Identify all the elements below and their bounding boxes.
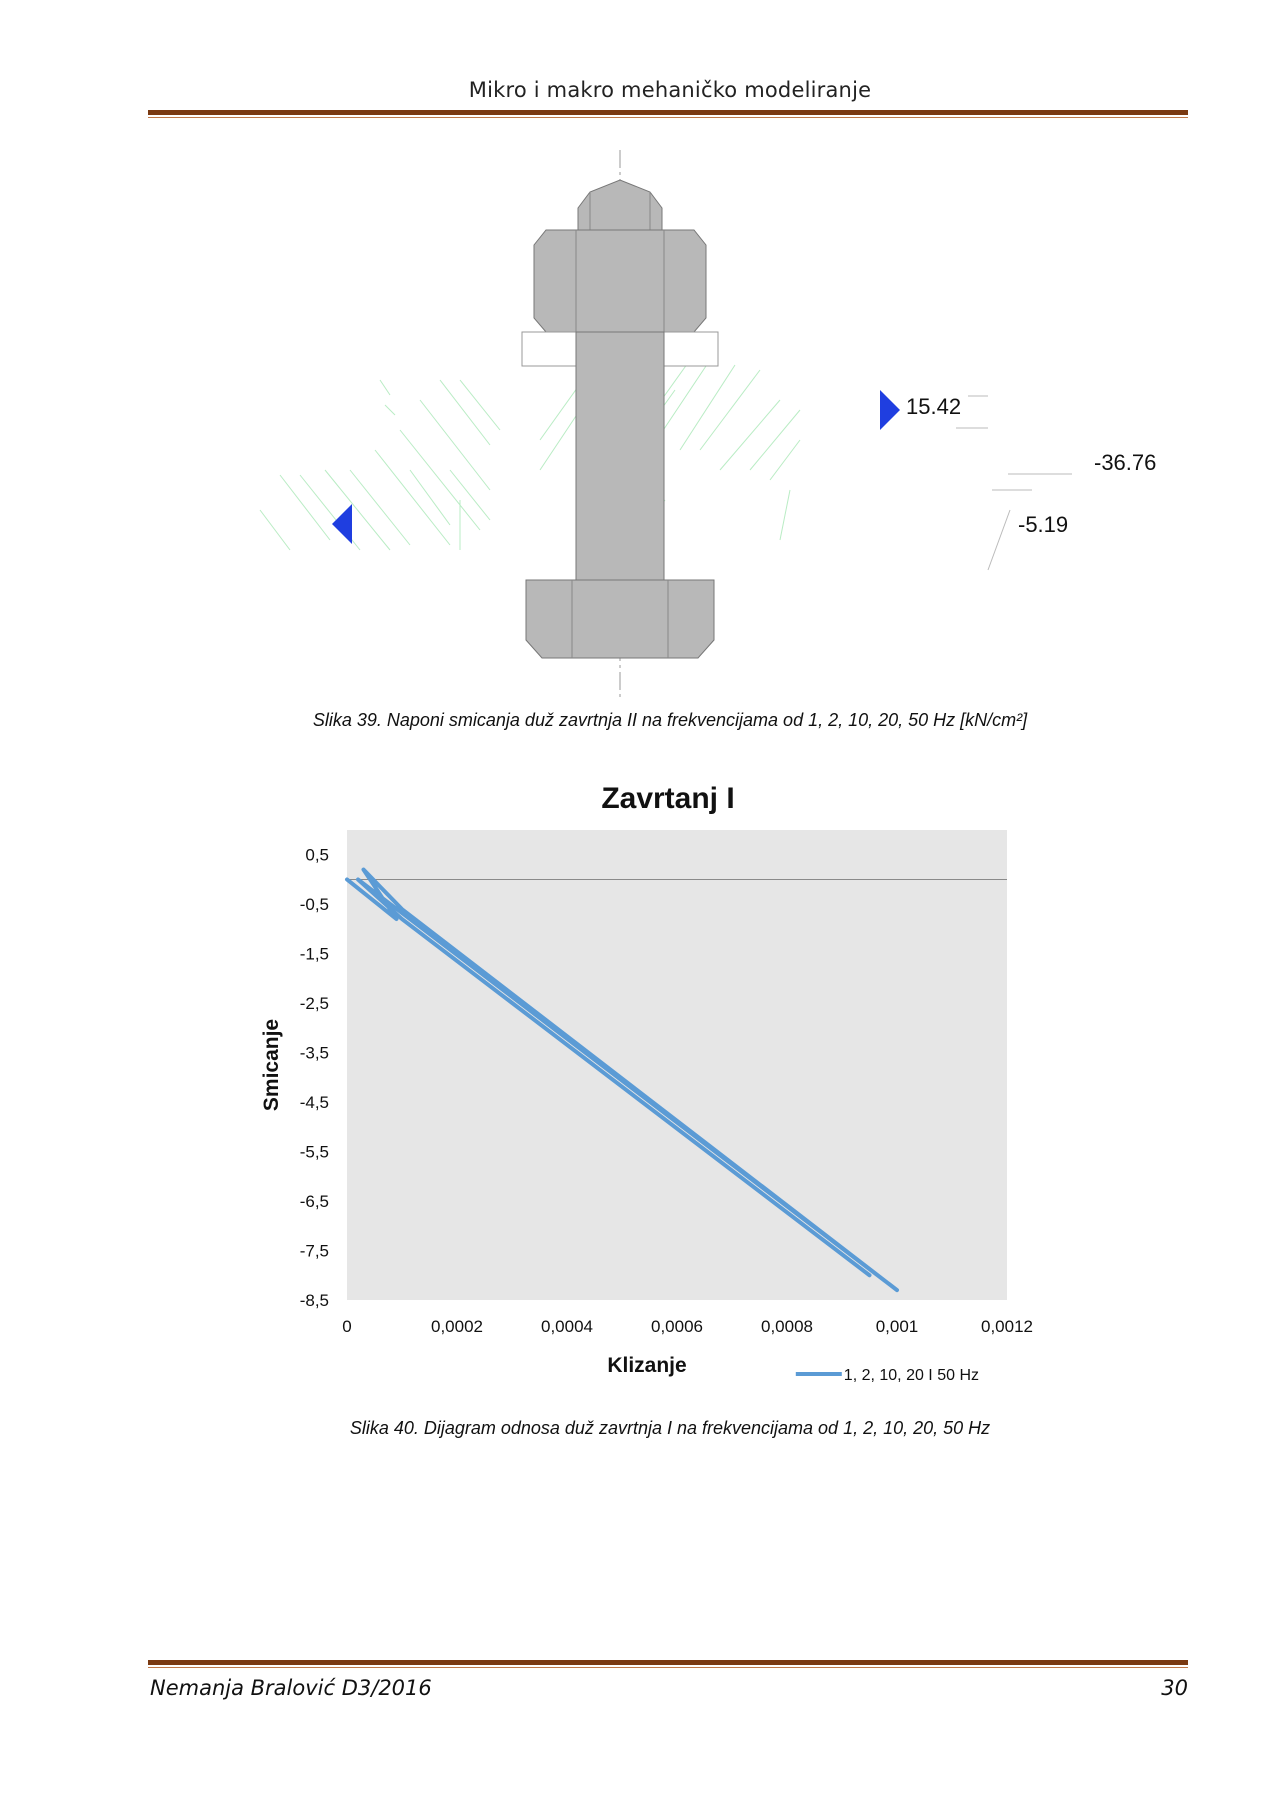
y-tick-label: -8,5: [300, 1291, 329, 1310]
y-tick-label: -3,5: [300, 1044, 329, 1063]
y-tick-label: -2,5: [300, 994, 329, 1013]
stress-label-mid: -5.19: [1018, 512, 1068, 537]
stress-leader-lines: [956, 395, 1072, 571]
y-tick-label: -0,5: [300, 895, 329, 914]
x-tick-label: 0,0004: [541, 1317, 593, 1336]
x-tick-label: 0,0008: [761, 1317, 813, 1336]
left-arrow-marker-icon: [332, 504, 352, 544]
x-tick-label: 0,0006: [651, 1317, 703, 1336]
y-tick-label: -6,5: [300, 1192, 329, 1211]
x-tick-label: 0,001: [876, 1317, 919, 1336]
chart-legend: 1, 2, 10, 20 I 50 Hz: [795, 1367, 979, 1384]
bolt-head: [525, 579, 715, 659]
x-axis-tick-labels: 0 0,0002 0,0004 0,0006 0,0008 0,001 0,0012: [342, 1317, 1033, 1336]
y-axis-tick-labels: 0,5 -0,5 -1,5 -2,5 -3,5 -4,5 -5,5 -6,5 -7,5 -8,5: [300, 846, 329, 1310]
y-tick-label: -7,5: [300, 1242, 329, 1261]
series-layer: [345, 867, 899, 1293]
y-tick-label: -4,5: [300, 1093, 329, 1112]
stress-label-max: 15.42: [906, 394, 961, 419]
x-tick-label: 0,0012: [981, 1317, 1033, 1336]
header-rule: [148, 110, 1188, 115]
y-tick-label: -1,5: [300, 945, 329, 964]
bolt-stress-figure: 15.42 -36.76 -5.19: [259, 150, 1156, 700]
upper-nut: [533, 229, 707, 333]
footer-author: Nemanja Bralović D3/2016: [150, 1676, 432, 1700]
y-axis-title: Smicanje: [260, 1019, 283, 1111]
figure-39-caption: Slika 39. Naponi smicanja duž zavrtnja I…: [312, 710, 1028, 730]
figure-40-caption: Slika 40. Dijagram odnosa duž zavrtnja I…: [349, 1418, 991, 1438]
footer-rule-thin: [148, 1667, 1188, 1668]
right-arrow-marker-icon: [880, 390, 900, 430]
series-line: [345, 867, 899, 1293]
y-tick-label: 0,5: [305, 846, 329, 865]
footer-rule: [148, 1660, 1188, 1665]
y-tick-label: -5,5: [300, 1143, 329, 1162]
bolt-tip: [577, 179, 663, 231]
page-header-title: Mikro i makro mehaničko modeliranje: [468, 78, 872, 102]
legend-label: 1, 2, 10, 20 I 50 Hz: [844, 1367, 979, 1384]
x-axis-title: Klizanje: [607, 1354, 686, 1377]
bolt-shank: [575, 331, 665, 581]
x-tick-label: 0: [342, 1317, 351, 1336]
footer-page-number: 30: [1161, 1676, 1188, 1700]
x-tick-label: 0,0002: [431, 1317, 483, 1336]
stress-label-min: -36.76: [1094, 450, 1156, 475]
header-rule-thin: [148, 117, 1188, 118]
plot-area: [347, 830, 1007, 1300]
shear-slip-chart: Zavrtanj I 0,5 -0,5 -1,5 -2,5 -3,5 -4,5 -5,5 -6…: [260, 782, 1033, 1384]
chart-title: Zavrtanj I: [601, 782, 734, 815]
